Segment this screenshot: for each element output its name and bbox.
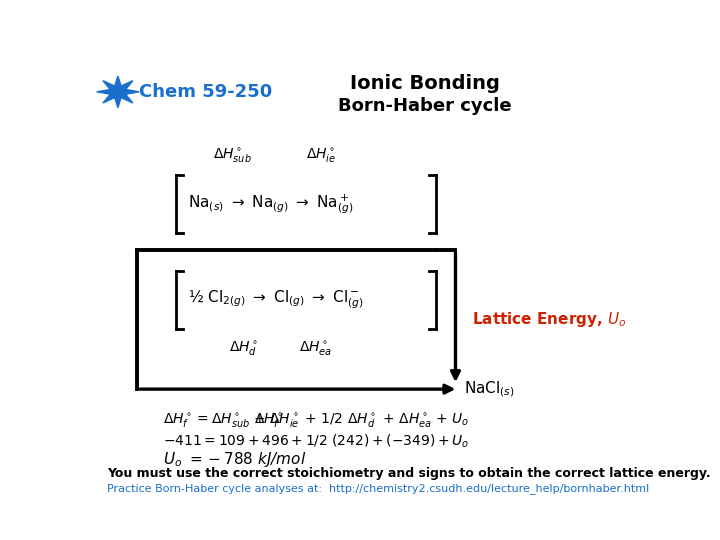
Text: Lattice Energy, $U_o$: Lattice Energy, $U_o$: [472, 310, 627, 329]
Text: Na$_{(s)}$ $\rightarrow$ Na$_{(g)}$ $\rightarrow$ Na$^+_{(g)}$: Na$_{(s)}$ $\rightarrow$ Na$_{(g)}$ $\ri…: [188, 192, 354, 216]
Text: $\Delta H^\circ_{ea}$: $\Delta H^\circ_{ea}$: [300, 339, 333, 357]
Text: $\Delta H^\circ_{ie}$: $\Delta H^\circ_{ie}$: [307, 146, 337, 165]
Text: $\Delta H^\circ_f$: $\Delta H^\circ_f$: [254, 411, 283, 429]
Text: $-411 = 109 + 496 + 1/2\ (242) + (-349) + U_o$: $-411 = 109 + 496 + 1/2\ (242) + (-349) …: [163, 433, 469, 450]
Text: Born-Haber cycle: Born-Haber cycle: [338, 97, 512, 116]
Text: You must use the correct stoichiometry and signs to obtain the correct lattice e: You must use the correct stoichiometry a…: [107, 467, 711, 480]
Text: $\Delta H^\circ_f = \Delta H^\circ_{sub}$ + $\Delta H^\circ_{ie}$ + 1/2 $\Delta : $\Delta H^\circ_f = \Delta H^\circ_{sub}…: [163, 411, 469, 429]
Text: ½ Cl$_{2(g)}$ $\rightarrow$ Cl$_{(g)}$ $\rightarrow$ Cl$^-_{(g)}$: ½ Cl$_{2(g)}$ $\rightarrow$ Cl$_{(g)}$ $…: [188, 288, 364, 311]
Text: $\Delta H^\circ_d$: $\Delta H^\circ_d$: [229, 339, 258, 357]
Text: NaCl$_{(s)}$: NaCl$_{(s)}$: [464, 379, 515, 399]
Text: Chem 59-250: Chem 59-250: [139, 83, 272, 101]
Text: Practice Born-Haber cycle analyses at:  http://chemistry2.csudh.edu/lecture_help: Practice Born-Haber cycle analyses at: h…: [107, 483, 649, 494]
Text: $U_o\ = -788$ kJ/mol: $U_o\ = -788$ kJ/mol: [163, 450, 306, 469]
Text: Ionic Bonding: Ionic Bonding: [350, 74, 500, 93]
Text: $\Delta H^\circ_{sub}$: $\Delta H^\circ_{sub}$: [213, 146, 252, 165]
Polygon shape: [96, 76, 139, 107]
